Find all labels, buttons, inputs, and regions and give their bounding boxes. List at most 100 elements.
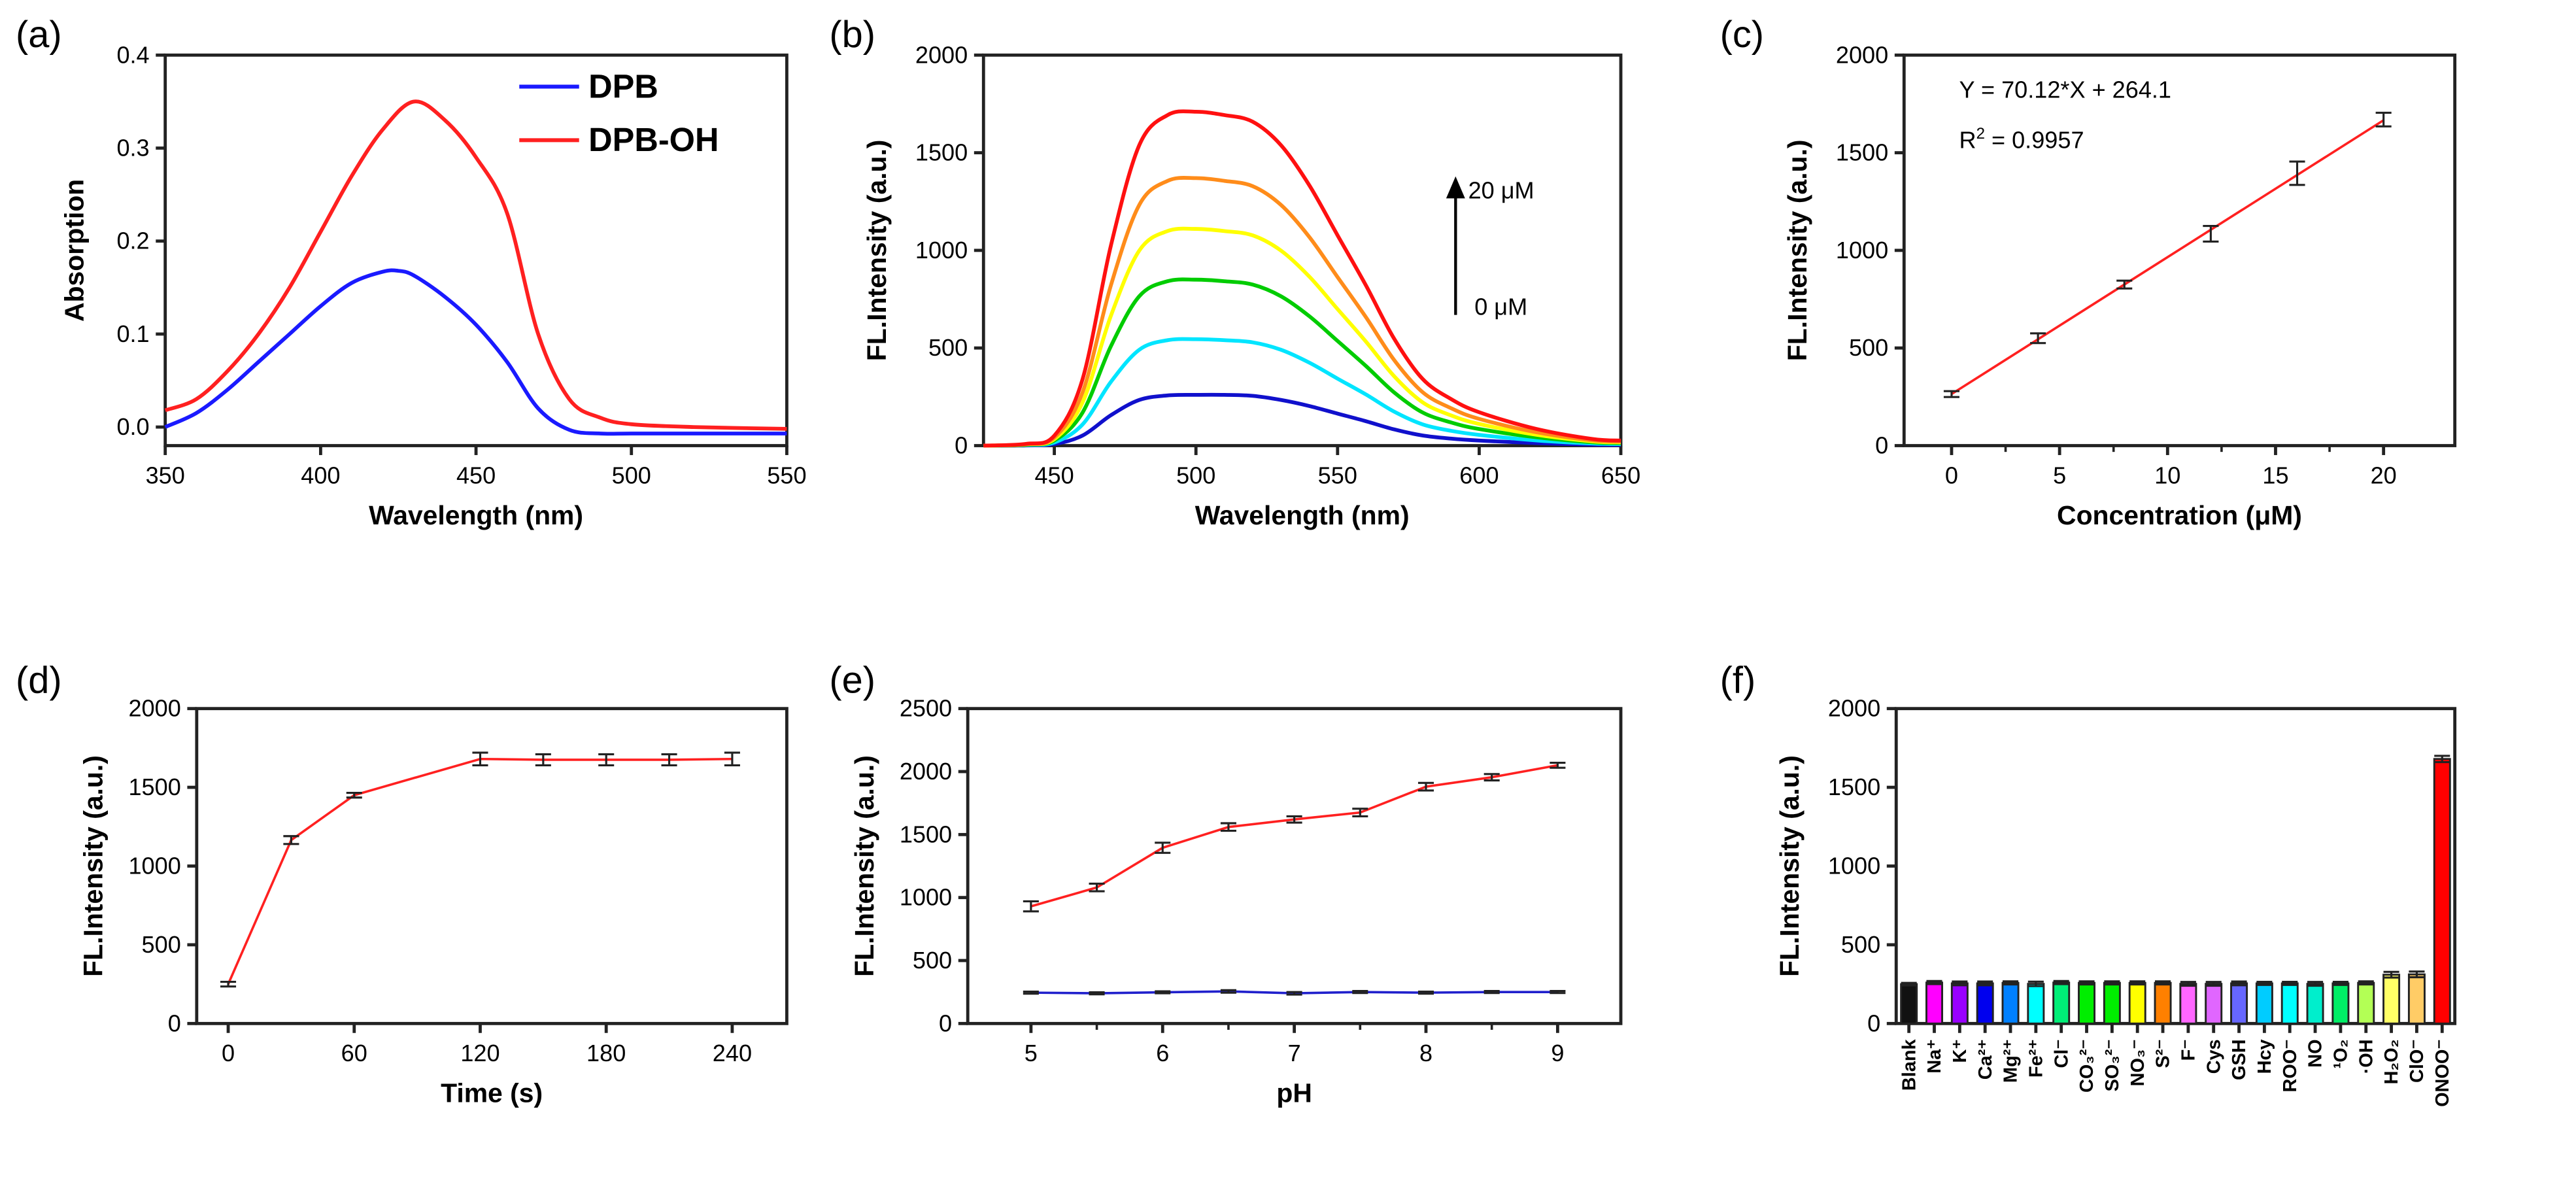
category-label: NO <box>2305 1039 2326 1067</box>
y-tick-label: 0.0 <box>116 413 149 440</box>
y-tick-label: 1500 <box>128 774 180 800</box>
y-axis-title: FL.Intensity (a.u.) <box>849 755 879 977</box>
y-tick-label: 500 <box>913 947 952 974</box>
x-tick-label: 7 <box>1288 1040 1301 1066</box>
plot-frame <box>1894 707 2457 1025</box>
x-tick-label: 15 <box>2262 462 2288 488</box>
x-tick-label: 8 <box>1419 1040 1432 1066</box>
bar <box>2230 982 2248 1025</box>
y-tick-label: 0.1 <box>116 320 149 347</box>
x-tick-label: 450 <box>456 462 496 488</box>
category-label: Mg²⁺ <box>2001 1039 2022 1083</box>
x-tick-label: 180 <box>586 1040 626 1066</box>
panel-label: (a) <box>16 14 62 56</box>
category-label: ONOO⁻ <box>2432 1039 2453 1107</box>
y-tick-label: 0 <box>1875 432 1888 459</box>
category-label: K⁺ <box>1950 1039 1971 1063</box>
y-tick-label: 1000 <box>900 884 952 911</box>
x-axis-title: Concentration (μM) <box>2057 500 2302 530</box>
x-tick-label: 550 <box>767 462 806 488</box>
bar <box>2027 983 2045 1025</box>
panel-e: (e) 0 500 1000 1500 2000 2500 5 6 7 8 9 pH FL.Intensi… <box>829 660 1623 1108</box>
series-line-1 <box>164 99 787 431</box>
category-label: Blank <box>1899 1038 1920 1091</box>
series-line-1 <box>983 337 1621 448</box>
y-tick-label: 2000 <box>1836 41 1888 68</box>
y-tick-label: 0 <box>168 1010 181 1036</box>
y-tick-label: 1500 <box>1836 139 1888 166</box>
bar <box>1925 981 1943 1025</box>
y-axis-title: FL.Intensity (a.u.) <box>1782 140 1812 362</box>
panel-c: (c) 0 500 1000 1500 2000 0 5 10 15 20 Concentration… <box>1720 14 2457 530</box>
y-tick-label: 0.2 <box>116 228 149 254</box>
x-tick-label: 5 <box>2053 462 2066 488</box>
r2-value: = 0.9957 <box>1985 126 2084 153</box>
series-line-4 <box>983 176 1621 448</box>
y-tick-label: 500 <box>1841 931 1880 958</box>
x-tick-label: 550 <box>1318 462 1357 488</box>
category-label: H₂O₂ <box>2381 1039 2402 1084</box>
x-tick-label: 400 <box>301 462 340 488</box>
fit-line <box>1950 119 2384 396</box>
y-tick-label: 0 <box>955 432 968 459</box>
y-tick-label: 2000 <box>128 695 180 722</box>
fit-equation: Y = 70.12*X + 264.1 <box>1959 76 2172 103</box>
bar <box>2001 981 2020 1025</box>
y-tick-label: 1000 <box>128 853 180 879</box>
x-tick-label: 20 <box>2371 462 2397 488</box>
bar <box>2103 981 2121 1025</box>
bar <box>2357 981 2375 1025</box>
r2-superscript: 2 <box>1976 125 1985 143</box>
x-tick-label: 0 <box>222 1040 235 1066</box>
x-tick-label: 450 <box>1034 462 1074 488</box>
category-label: ·OH <box>2356 1039 2377 1074</box>
bar <box>2128 981 2146 1025</box>
y-tick-label: 1500 <box>900 821 952 847</box>
y-tick-label: 500 <box>142 931 181 958</box>
x-tick-label: 600 <box>1459 462 1499 488</box>
x-tick-label: 5 <box>1025 1040 1038 1066</box>
category-label: Fe²⁺ <box>2025 1039 2046 1078</box>
series-line-2 <box>983 277 1621 448</box>
y-tick-label: 0.3 <box>116 135 149 162</box>
series-line-0 <box>227 757 732 985</box>
bar <box>1900 983 1918 1025</box>
x-tick-label: 0 <box>1945 462 1958 488</box>
category-label: Ca²⁺ <box>1975 1039 1996 1080</box>
y-tick-label: 0 <box>939 1010 952 1036</box>
annotation-low: 0 μM <box>1474 294 1527 320</box>
category-label: F⁻ <box>2178 1039 2199 1061</box>
category-label: NO₃⁻ <box>2127 1039 2148 1086</box>
y-axis-title: FL.Intensity (a.u.) <box>78 755 108 977</box>
series-line-5 <box>983 109 1621 448</box>
y-tick-label: 0.4 <box>116 41 149 68</box>
category-label: Na⁺ <box>1924 1039 1945 1073</box>
y-tick-label: 500 <box>1849 334 1888 361</box>
category-label: SO₃²⁻ <box>2102 1039 2123 1091</box>
x-tick-label: 500 <box>1176 462 1215 488</box>
y-tick-label: 2000 <box>900 758 952 785</box>
bar <box>1976 982 1994 1025</box>
panel-label: (c) <box>1720 14 1764 56</box>
y-axis-title: FL.Intensity (a.u.) <box>862 140 892 362</box>
x-tick-label: 6 <box>1156 1040 1169 1066</box>
x-tick-label: 60 <box>341 1040 367 1066</box>
y-tick-label: 500 <box>928 334 968 361</box>
x-tick-label: 500 <box>612 462 651 488</box>
y-tick-label: 1500 <box>1828 774 1880 800</box>
x-tick-label: 650 <box>1601 462 1640 488</box>
bar <box>2382 974 2401 1025</box>
y-tick-label: 2000 <box>915 41 968 68</box>
arrow-head-icon <box>1446 176 1465 199</box>
panel-d: (d) 0 500 1000 1500 2000 0 60 120 180 240 Time (s) F… <box>16 660 788 1108</box>
panel-label: (b) <box>829 14 875 56</box>
panel-b: (b) 0 500 1000 1500 2000 450 500 550 600 650 Wavele… <box>829 14 1640 530</box>
bar <box>2078 981 2096 1025</box>
y-tick-label: 2500 <box>900 695 952 722</box>
panel-label: (f) <box>1720 660 1756 702</box>
bar <box>2052 981 2071 1025</box>
x-axis-title: Wavelength (nm) <box>369 500 583 530</box>
category-label: GSH <box>2229 1039 2250 1080</box>
plot-frame <box>966 707 1623 1025</box>
